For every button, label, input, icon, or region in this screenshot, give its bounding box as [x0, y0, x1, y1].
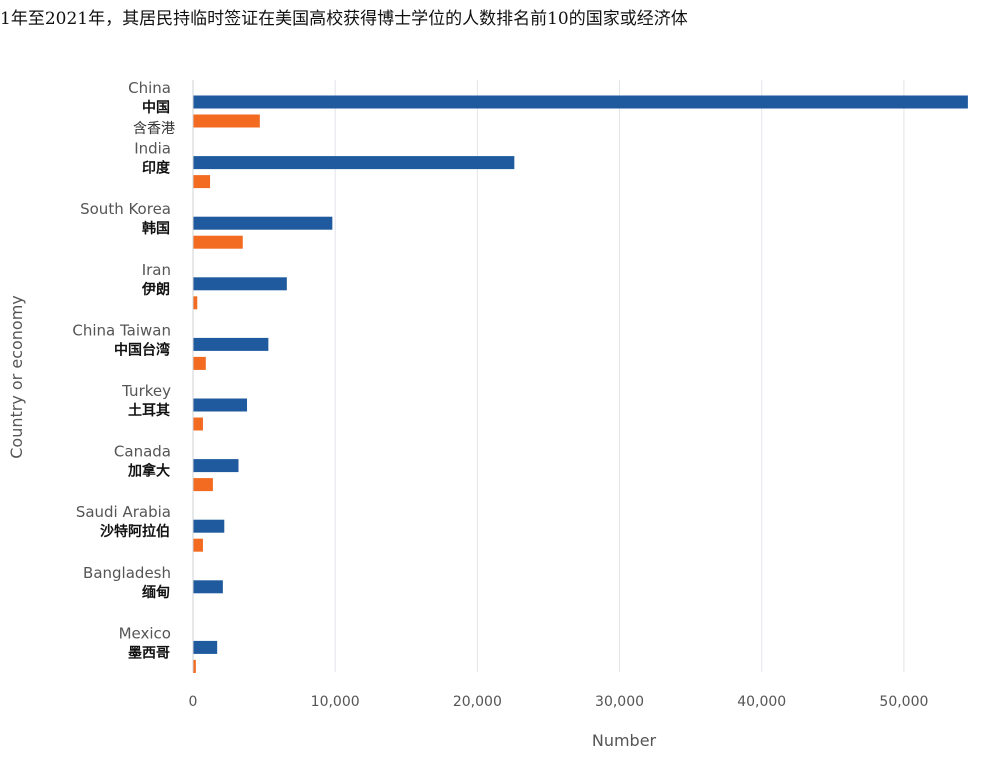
- category-label-en: China: [128, 79, 171, 97]
- bar-series-2: [193, 114, 260, 128]
- category-label-en: Mexico: [119, 624, 171, 642]
- x-tick-label: 0: [189, 694, 198, 710]
- category-label-en: Iran: [142, 261, 171, 279]
- x-tick-label: 50,000: [879, 694, 928, 710]
- category-label-en: South Korea: [80, 200, 171, 218]
- bar-series-1: [193, 459, 239, 473]
- category-label-en: Saudi Arabia: [76, 503, 171, 521]
- bars: [193, 95, 968, 673]
- bar-series-2: [193, 235, 243, 249]
- bar-series-1: [193, 216, 333, 230]
- x-tick-labels: 0 10,000 20,000 30,000 40,000 50,000: [189, 694, 929, 710]
- category-label-zh: 缅甸: [142, 584, 170, 601]
- bar-series-1: [193, 95, 968, 109]
- category-label-zh: 加拿大: [127, 463, 170, 480]
- category-label-zh: 中国: [142, 99, 170, 116]
- y-axis-label: Country or economy: [7, 295, 26, 459]
- bar-series-2: [193, 175, 211, 189]
- bar-series-1: [193, 519, 225, 533]
- category-label-zh-note: 含香港: [133, 121, 175, 137]
- category-label-zh: 中国台湾: [114, 341, 170, 358]
- x-tick-label: 40,000: [737, 694, 786, 710]
- category-label-en: China Taiwan: [72, 321, 171, 339]
- bar-series-2: [193, 538, 203, 552]
- bar-series-1: [193, 337, 269, 351]
- category-label-zh: 土耳其: [128, 402, 170, 419]
- bar-series-1: [193, 156, 515, 170]
- category-label-zh: 伊朗: [141, 281, 170, 298]
- bar-series-2: [193, 417, 203, 431]
- gridlines: [334, 80, 905, 672]
- category-label-zh: 沙特阿拉伯: [100, 523, 170, 540]
- category-label-en: Turkey: [121, 382, 171, 400]
- bar-series-1: [193, 640, 218, 654]
- bar-series-2: [193, 296, 198, 310]
- bar-series-2: [193, 659, 196, 673]
- category-label-en: Canada: [114, 443, 171, 461]
- category-label-zh: 印度: [142, 160, 171, 177]
- chart-title: 1年至2021年，其居民持临时签证在美国高校获得博士学位的人数排名前10的国家或…: [0, 9, 688, 29]
- x-tick-label: 30,000: [595, 694, 644, 710]
- bar-series-1: [193, 398, 248, 412]
- x-tick-label: 10,000: [311, 694, 360, 710]
- category-label-en: India: [134, 140, 171, 158]
- bar-series-2: [193, 356, 206, 370]
- category-label-zh: 墨西哥: [128, 645, 170, 661]
- bar-series-1: [193, 277, 287, 291]
- category-label-en: Bangladesh: [83, 564, 171, 582]
- category-label-zh: 韩国: [142, 220, 170, 237]
- x-axis-label: Number: [592, 731, 657, 750]
- bar-series-1: [193, 580, 223, 594]
- bar-series-2: [193, 478, 213, 492]
- x-tick-label: 20,000: [453, 694, 502, 710]
